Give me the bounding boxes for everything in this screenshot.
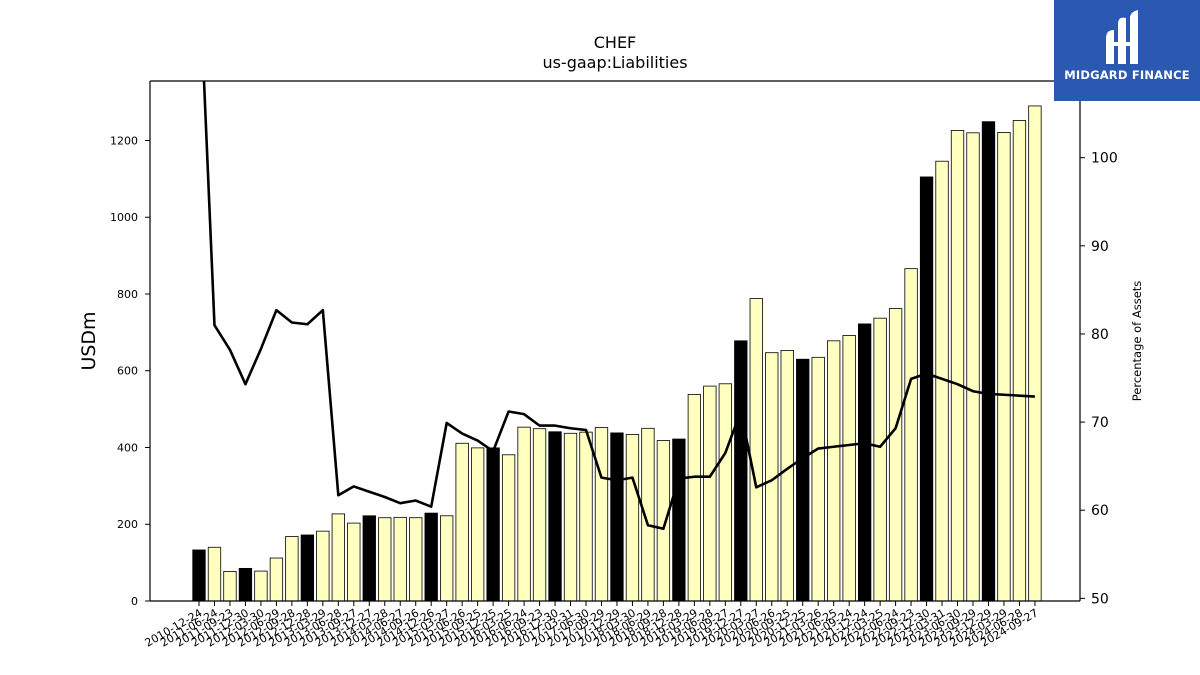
bar-2019-06-28 <box>703 385 717 602</box>
bar-2020-12-25 <box>796 358 810 602</box>
bar-2017-09-29 <box>594 427 609 602</box>
brand-name: MIDGARD FINANCE <box>1064 68 1190 82</box>
bar-2020-09-25 <box>780 349 794 602</box>
brand-mark-icon <box>1106 10 1138 65</box>
percentage-of-assets-line <box>202 81 1035 531</box>
bar-2022-12-30 <box>919 176 934 602</box>
bar-2023-12-29 <box>981 121 996 602</box>
bar-2013-12-27 <box>362 515 376 602</box>
bars-layer <box>192 105 1042 602</box>
y2-tick-label: 100 <box>1091 151 1118 167</box>
bar-2011-12-30 <box>238 567 253 602</box>
y-tick-label: 0 <box>131 595 138 608</box>
bar-2017-06-30 <box>579 431 593 602</box>
y2-tick-label: 50 <box>1091 591 1109 607</box>
bar-2022-03-25 <box>873 317 887 602</box>
bar-2012-09-28 <box>285 536 299 602</box>
bar-2019-09-27 <box>718 383 732 602</box>
bar-2012-03-30 <box>254 570 268 602</box>
chart-subtitle: us-gaap:Liabilities <box>542 53 687 72</box>
y-tick-label: 600 <box>117 365 138 378</box>
bar-2016-12-30 <box>548 431 562 602</box>
bar-2022-09-23 <box>904 268 918 602</box>
bar-2015-09-25 <box>470 447 485 602</box>
bar-2021-09-24 <box>842 335 856 602</box>
bar-2024-09-27 <box>1028 105 1042 602</box>
bar-2020-03-27 <box>749 298 763 602</box>
bar-2015-12-25 <box>486 447 500 602</box>
bar-2016-06-24 <box>517 426 531 602</box>
bar-2019-03-29 <box>687 394 702 602</box>
y-axis-label: USDm <box>78 311 100 370</box>
y2-tick-label: 70 <box>1091 415 1109 431</box>
y-tick-label: 800 <box>117 288 138 301</box>
bar-2018-12-28 <box>672 438 686 602</box>
bar-2024-06-28 <box>1012 120 1027 602</box>
bar-2017-03-31 <box>563 432 578 602</box>
axes-layer: 02004006008001000120050607080901002010-1… <box>110 80 1118 650</box>
bar-2015-06-26 <box>455 442 469 602</box>
y-tick-label: 200 <box>117 518 138 531</box>
bar-2013-03-29 <box>316 530 330 602</box>
bar-2021-06-25 <box>827 340 841 602</box>
bar-2021-03-26 <box>811 356 825 602</box>
line-layer <box>202 81 1035 531</box>
y2-tick-label: 80 <box>1091 327 1109 343</box>
bar-2013-09-27 <box>347 522 361 602</box>
y-tick-label: 1200 <box>110 134 138 147</box>
bar-2018-09-28 <box>656 440 671 602</box>
bar-2011-06-24 <box>207 546 222 602</box>
y-tick-label: 1000 <box>110 211 138 224</box>
bar-2014-12-26 <box>424 512 438 602</box>
y-tick-label: 400 <box>117 441 138 454</box>
bar-2022-06-24 <box>888 308 903 602</box>
bar-2017-12-29 <box>610 432 624 602</box>
bar-2011-09-23 <box>223 571 237 602</box>
bar-2024-03-29 <box>997 132 1011 602</box>
brand-logo: MIDGARD FINANCE <box>1054 0 1200 101</box>
bar-2010-12-24 <box>192 549 206 602</box>
bar-2018-03-30 <box>625 434 640 602</box>
bar-2012-06-29 <box>269 557 284 602</box>
bar-2014-03-28 <box>378 517 392 602</box>
chart-title: CHEF <box>594 33 637 52</box>
y2-axis-label: Percentage of Assets <box>1130 281 1144 402</box>
bar-2014-06-27 <box>393 516 407 602</box>
bar-2023-06-30 <box>950 130 965 602</box>
bar-2012-12-28 <box>300 534 315 602</box>
y2-tick-label: 90 <box>1091 239 1109 255</box>
bar-2013-06-28 <box>331 513 345 602</box>
bar-2014-09-26 <box>409 517 423 602</box>
bar-2016-09-23 <box>532 428 547 602</box>
bar-2023-09-29 <box>966 132 980 602</box>
bar-2019-12-27 <box>734 340 748 602</box>
y2-tick-label: 60 <box>1091 503 1109 519</box>
bar-2015-03-27 <box>440 515 454 602</box>
bar-2016-03-25 <box>501 454 516 602</box>
bar-2021-12-24 <box>857 323 872 602</box>
